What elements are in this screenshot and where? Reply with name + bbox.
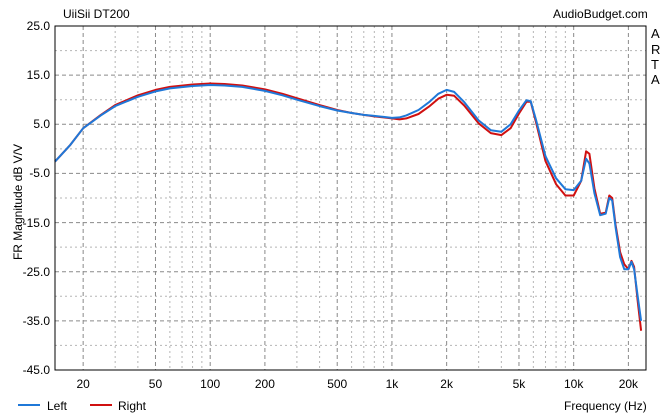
y-tick-label: 15.0 — [26, 68, 50, 83]
y-tick-label: -25.0 — [22, 264, 50, 279]
series-line-right — [54, 82, 643, 331]
x-tick-label: 1k — [385, 377, 399, 391]
x-tick-label: 2k — [440, 377, 453, 391]
side-label-letter: R — [651, 42, 661, 57]
side-label-letter: T — [651, 57, 659, 72]
side-label-letter: A — [651, 26, 660, 41]
y-tick-label: -15.0 — [22, 215, 50, 230]
y-tick-label: -5.0 — [29, 166, 50, 181]
x-tick-label: 5k — [512, 377, 526, 391]
x-tick-label: 500 — [327, 377, 348, 391]
plot-frame — [54, 25, 647, 371]
grid-lines — [55, 26, 646, 370]
chart-title: UiiSii DT200 — [63, 7, 130, 21]
series-line-left — [54, 84, 643, 322]
x-tick-label: 200 — [254, 377, 275, 391]
x-tick-label: 20 — [76, 377, 90, 391]
series-lines — [54, 82, 643, 331]
y-tick-label: -35.0 — [22, 313, 50, 328]
x-tick-label: 10k — [563, 377, 584, 391]
side-label-letter: A — [651, 72, 660, 87]
legend-label-left: Left — [47, 399, 68, 413]
x-tick-label: 100 — [200, 377, 221, 391]
x-axis-label: Frequency (Hz) — [564, 399, 647, 413]
y-tick-label: 25.0 — [26, 19, 50, 33]
x-tick-label: 50 — [148, 377, 163, 391]
y-tick-label: -45.0 — [22, 363, 50, 377]
y-axis-label: FR Magnitude dB V/V — [11, 143, 25, 261]
x-tick-label: 20k — [618, 377, 639, 391]
y-tick-label: 5.0 — [33, 117, 50, 132]
legend-label-right: Right — [118, 399, 147, 413]
watermark: AudioBudget.com — [553, 7, 648, 21]
